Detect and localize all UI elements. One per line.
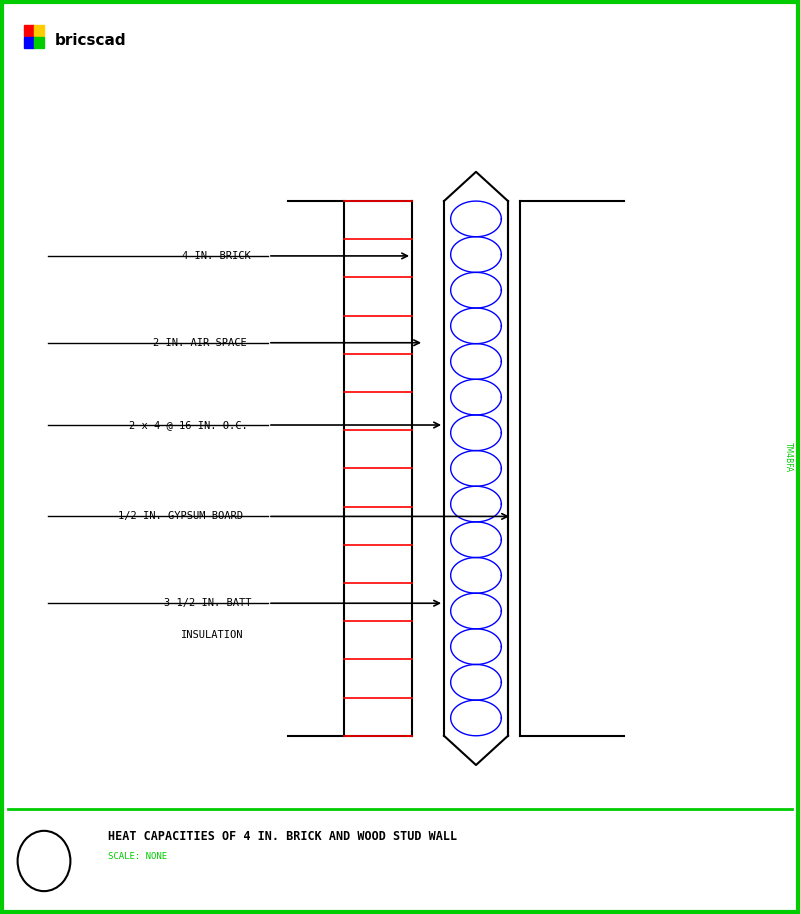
- Text: INSULATION: INSULATION: [181, 631, 243, 640]
- Text: 1/2 IN. GYPSUM BOARD: 1/2 IN. GYPSUM BOARD: [118, 512, 242, 521]
- Text: 2 IN. AIR SPACE: 2 IN. AIR SPACE: [153, 338, 247, 347]
- Text: SCALE: NONE: SCALE: NONE: [108, 852, 167, 861]
- Text: 3 1/2 IN. BATT: 3 1/2 IN. BATT: [164, 599, 252, 608]
- Bar: [24, 25, 34, 36]
- Text: TM4BFA: TM4BFA: [784, 442, 794, 472]
- Text: 4 IN. BRICK: 4 IN. BRICK: [182, 251, 250, 260]
- Bar: [34, 37, 44, 48]
- Text: HEAT CAPACITIES OF 4 IN. BRICK AND WOOD STUD WALL: HEAT CAPACITIES OF 4 IN. BRICK AND WOOD …: [108, 830, 457, 843]
- Bar: [34, 25, 44, 36]
- Text: 2 x 4 @ 16 IN. O.C.: 2 x 4 @ 16 IN. O.C.: [129, 420, 247, 430]
- Text: bricscad: bricscad: [54, 33, 126, 48]
- Bar: [24, 37, 34, 48]
